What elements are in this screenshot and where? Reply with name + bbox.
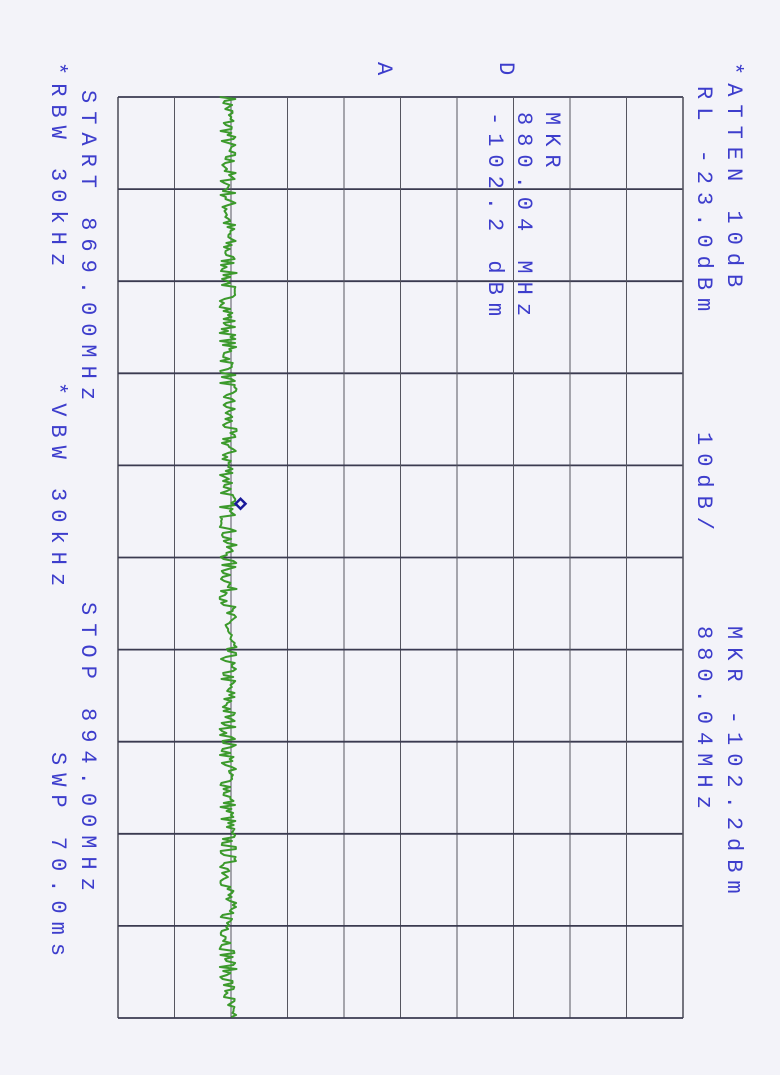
marker-box-title: MKR — [539, 112, 564, 176]
ref-level-label: RL -23.0dBm — [691, 86, 716, 320]
scale-label: 10dB/ — [691, 432, 716, 539]
sweep-time-label: SWP 70.0ms — [45, 752, 70, 965]
trace-a-label: A — [371, 62, 396, 84]
marker-freq-label: 880.04MHz — [691, 626, 716, 817]
trace-d-label: D — [493, 62, 518, 84]
atten-label: *ATTEN 10dB — [721, 62, 746, 296]
vbw-label: *VBW 30kHz — [45, 382, 70, 595]
trace-line — [218, 96, 238, 1018]
rbw-label: *RBW 30kHz — [45, 62, 70, 275]
grid — [117, 96, 684, 1019]
marker-diamond-icon — [233, 496, 248, 511]
marker-amp-label: MKR -102.2dBm — [721, 626, 746, 902]
marker-box-freq: 880.04 MHz — [511, 112, 536, 325]
stop-freq-label: STOP 894.00MHz — [75, 602, 100, 899]
marker-box-amp: -102.2 dBm — [482, 112, 507, 325]
start-freq-label: START 869.00MHz — [75, 90, 100, 409]
